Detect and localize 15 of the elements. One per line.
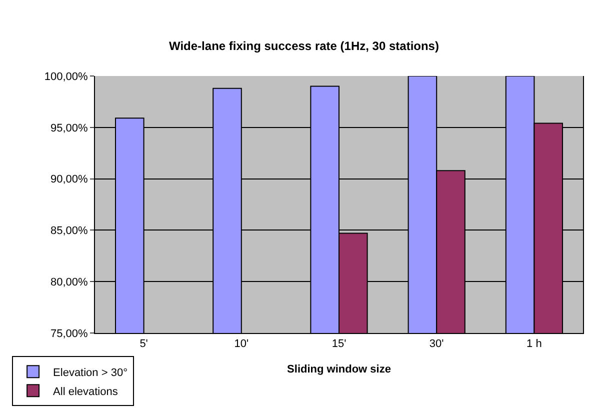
x-tick-label: 15' [332, 338, 346, 350]
x-axis-title: Sliding window size [287, 363, 391, 376]
x-tick-label: 30' [429, 338, 444, 350]
x-tick-label: 5' [140, 338, 148, 350]
y-tick-label: 85,00% [50, 225, 88, 238]
y-tick-label: 95,00% [50, 122, 88, 134]
legend-label: Elevation > 30° [53, 366, 128, 379]
y-tick-label: 100,00% [44, 70, 88, 83]
x-tick-label: 10' [234, 338, 249, 350]
legend-label: All elevations [53, 386, 118, 398]
y-tick-label: 90,00% [50, 174, 88, 186]
y-tick-label: 80,00% [50, 276, 88, 288]
chart-title: Wide-lane fixing success rate (1Hz, 30 stations) [169, 39, 439, 54]
x-tick-label: 1 h [526, 338, 542, 350]
y-tick-label: 75,00% [50, 328, 88, 340]
